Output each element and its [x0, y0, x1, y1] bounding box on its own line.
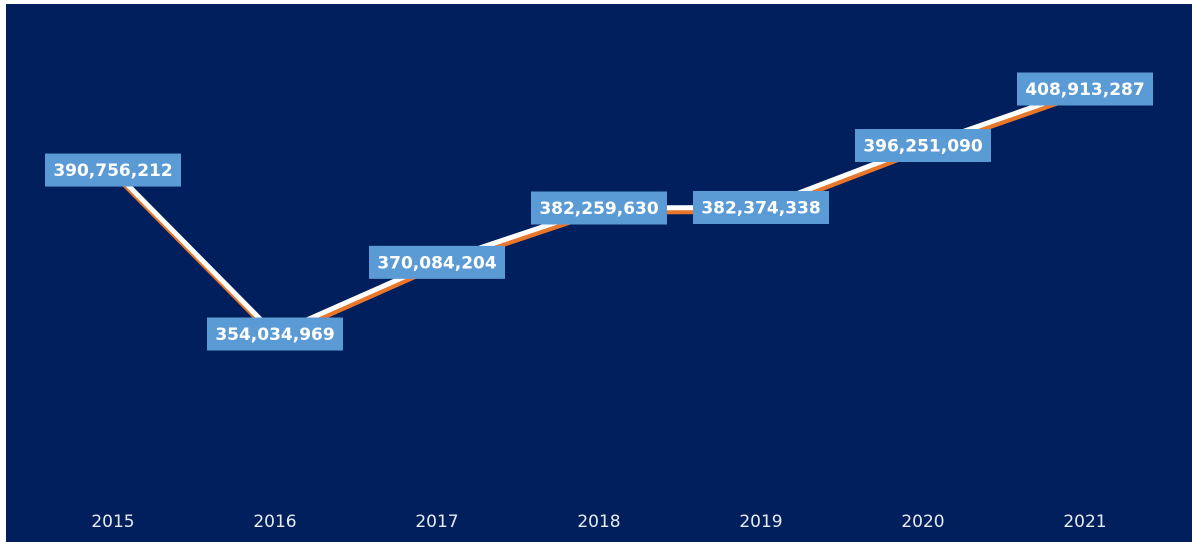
x-tick-label-2015: 2015 — [91, 512, 134, 532]
data-label-2021: 408,913,287 — [1017, 72, 1153, 106]
x-axis-ticks: 2015 2016 2017 2018 2019 2020 2021 — [91, 512, 1106, 532]
data-label-box — [531, 191, 667, 225]
x-tick-label-2021: 2021 — [1063, 512, 1106, 532]
x-tick-label-2017: 2017 — [415, 512, 458, 532]
data-label-text: 382,374,338 — [701, 198, 820, 218]
data-labels: 390,756,212 354,034,969 370,084,204 382,259… — [45, 72, 1153, 351]
data-label-box — [45, 153, 181, 187]
x-tick-label-2019: 2019 — [739, 512, 782, 532]
data-label-2016: 354,034,969 — [207, 317, 343, 351]
drop-lines — [112, 89, 1086, 482]
x-tick-label-2020: 2020 — [901, 512, 944, 532]
data-label-box — [855, 129, 991, 163]
data-label-text: 396,251,090 — [863, 137, 983, 157]
data-label-text: 390,756,212 — [53, 161, 172, 181]
data-label-2015: 390,756,212 — [45, 153, 181, 187]
data-label-2020: 396,251,090 — [855, 129, 991, 163]
data-label-box — [693, 190, 829, 224]
data-label-text: 354,034,969 — [215, 325, 334, 345]
data-label-text: 408,913,287 — [1025, 80, 1144, 100]
x-tick-label-2018: 2018 — [577, 512, 620, 532]
x-tick-label-2016: 2016 — [253, 512, 296, 532]
data-label-2019: 382,374,338 — [693, 190, 829, 224]
data-label-text: 370,084,204 — [377, 253, 497, 273]
data-label-2017: 370,084,204 — [369, 245, 505, 279]
data-label-2018: 382,259,630 — [531, 191, 667, 225]
data-label-box — [1017, 72, 1153, 106]
data-label-box — [369, 245, 505, 279]
data-label-text: 382,259,630 — [539, 199, 659, 219]
data-label-box — [207, 317, 343, 351]
